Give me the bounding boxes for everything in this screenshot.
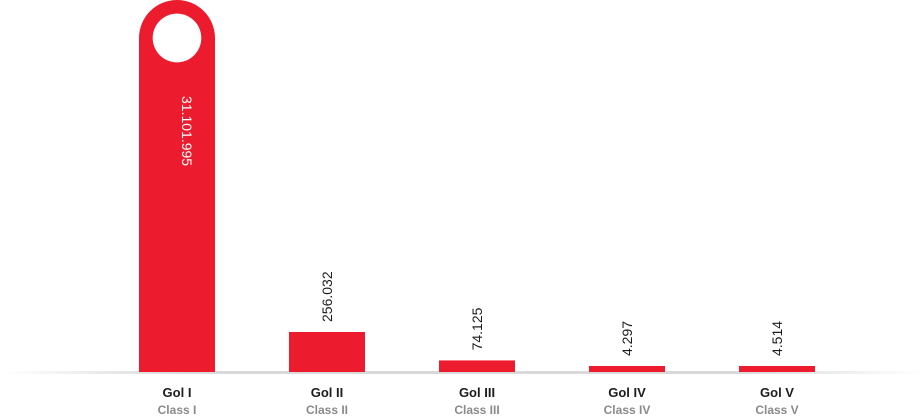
value-label-5: 4.514	[769, 321, 785, 356]
value-label-2: 256.032	[319, 271, 335, 322]
bar-5	[739, 366, 815, 372]
value-label-3: 74.125	[469, 307, 485, 350]
bars-group	[139, 0, 815, 372]
bar-1-hole	[152, 13, 202, 63]
value-label-4: 4.297	[619, 321, 635, 356]
category-sublabel-3: Class III	[454, 403, 499, 417]
category-sublabel-2: Class II	[306, 403, 348, 417]
category-sublabel-4: Class IV	[604, 403, 651, 417]
category-label-1: Gol I	[163, 385, 192, 400]
bar-3	[439, 360, 515, 372]
bar-2	[289, 332, 365, 372]
category-sublabel-5: Class V	[755, 403, 798, 417]
bar-4	[589, 366, 665, 372]
bar-1	[139, 0, 215, 372]
category-label-5: Gol V	[760, 385, 794, 400]
category-label-3: Gol III	[459, 385, 495, 400]
value-label-1: 31.101.995	[179, 96, 195, 166]
category-label-2: Gol II	[311, 385, 344, 400]
category-sublabel-1: Class I	[158, 403, 197, 417]
baseline	[0, 371, 924, 374]
labels-group: 31.101.995 Gol I Class I 256.032 Gol II Class…	[158, 96, 799, 417]
category-label-4: Gol IV	[608, 385, 646, 400]
